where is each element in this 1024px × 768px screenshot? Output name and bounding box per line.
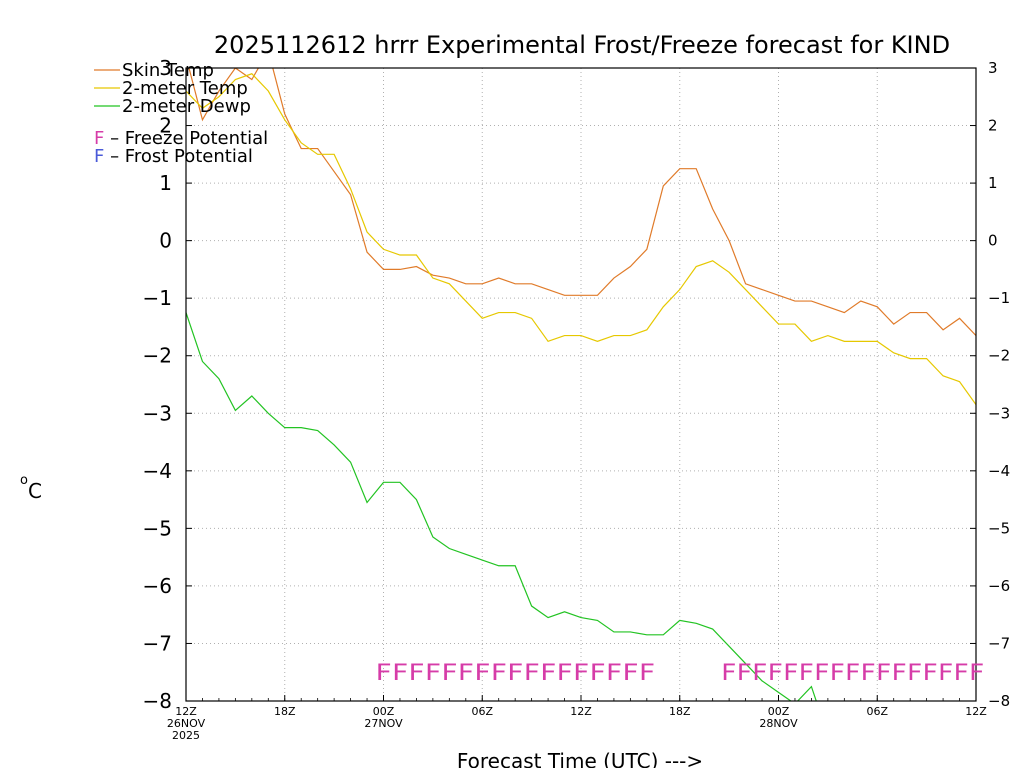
y-tick-label: 2 <box>159 114 172 138</box>
legend-label-2m-temp: 2-meter Temp <box>122 78 248 99</box>
x-tick-label: 27NOV <box>364 717 403 730</box>
y-tick-label: −6 <box>143 574 172 598</box>
y-axis-label: o C <box>20 473 42 503</box>
x-axis-label: Forecast Time (UTC) ---> <box>457 749 703 768</box>
flag-markers: FFFFFFFFFFFFFFFFF FFFFFFFFFFFFFFFFF <box>375 661 984 686</box>
legend: Skin Temp 2-meter Temp 2-meter Dewp F – … <box>94 60 268 167</box>
y-tick-label-right: −5 <box>988 519 1010 537</box>
legend-frost-potential: F – Frost Potential <box>94 146 253 167</box>
y-tick-label: −8 <box>143 689 172 713</box>
y-tick-label-right: −4 <box>988 462 1010 480</box>
y-axis-left: 3 2 1 0 −1 −2 −3 −4 −5 −6 −7 −8 <box>143 56 192 713</box>
y-tick-label: 1 <box>159 171 172 195</box>
y-tick-label-right: −2 <box>988 347 1010 365</box>
y-tick-label: −1 <box>143 286 172 310</box>
y-tick-label-right: 3 <box>988 59 998 77</box>
legend-label-skin-temp: Skin Temp <box>122 60 214 81</box>
flag-row-freeze: FFFFFFFFFFFFFFFFF <box>721 661 984 686</box>
y-tick-label-right: −7 <box>988 634 1010 652</box>
legend-freeze-potential: F – Freeze Potential <box>94 128 268 149</box>
y-tick-label-right: −1 <box>988 289 1010 307</box>
y-tick-label-right: −8 <box>988 692 1010 710</box>
y-tick-label-right: 2 <box>988 117 998 135</box>
y-tick-label-right: −6 <box>988 577 1010 595</box>
y-tick-label: 0 <box>159 229 172 253</box>
x-tick-label: 00Z <box>768 705 790 718</box>
svg-text:C: C <box>28 479 42 503</box>
y-tick-label: −4 <box>143 459 172 483</box>
x-tick-label: 18Z <box>669 705 691 718</box>
x-tick-label: 12Z <box>570 705 592 718</box>
y-tick-label: 3 <box>159 56 172 80</box>
y-tick-label: −7 <box>143 631 172 655</box>
x-tick-label: 18Z <box>274 705 296 718</box>
y-tick-label: −5 <box>143 516 172 540</box>
chart-title: 2025112612 hrrr Experimental Frost/Freez… <box>214 31 950 59</box>
x-tick-label: 00Z <box>373 705 395 718</box>
series-2-meter-temp <box>186 73 976 405</box>
y-tick-label: −3 <box>143 401 172 425</box>
y-tick-label-right: −3 <box>988 404 1010 422</box>
x-tick-label: 12Z <box>175 705 197 718</box>
series-skin-temp <box>188 68 976 337</box>
y-axis-right: 3 2 1 0 −1 −2 −3 −4 −5 −6 −7 −8 <box>970 59 1010 710</box>
y-tick-label-right: 0 <box>988 232 998 250</box>
x-tick-label: 12Z <box>965 705 987 718</box>
grid <box>185 67 977 702</box>
y-tick-label: −2 <box>143 344 172 368</box>
series-2-meter-dewp <box>186 312 817 701</box>
x-tick-label: 2025 <box>172 729 200 742</box>
x-tick-label: 28NOV <box>759 717 798 730</box>
x-tick-label: 06Z <box>471 705 493 718</box>
y-tick-label-right: 1 <box>988 174 998 192</box>
x-tick-label: 26NOV <box>167 717 206 730</box>
series-lines <box>186 68 976 701</box>
legend-label-2m-dewp: 2-meter Dewp <box>122 96 251 117</box>
svg-text:o: o <box>20 473 28 488</box>
flag-row-freeze: FFFFFFFFFFFFFFFFF <box>375 661 655 686</box>
x-tick-label: 06Z <box>866 705 888 718</box>
